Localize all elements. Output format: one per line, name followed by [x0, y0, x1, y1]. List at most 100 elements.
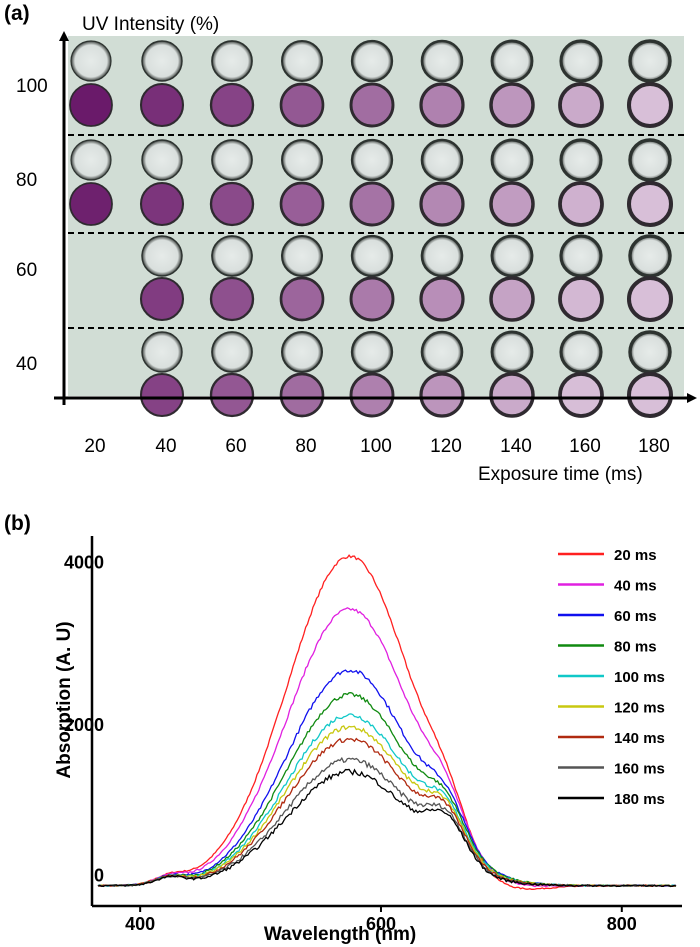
chart-legend: 20 ms 40 ms 60 ms 80 ms 100 ms 120 ms 140 ms 16… — [558, 547, 665, 808]
y-tick-label: 4000 — [64, 552, 104, 572]
intensity-row-labels: 100 80 60 40 — [16, 76, 48, 375]
exposure-label: 100 — [360, 436, 392, 457]
droplet-magenta — [349, 276, 395, 322]
droplet-clear — [280, 330, 324, 374]
legend-label: 180 ms — [614, 791, 665, 808]
exposure-label: 40 — [155, 436, 176, 457]
chart-series-lines — [97, 554, 677, 890]
panel-b: (b) 400 600 800 0 2000 4000 20 ms 40 ms 60 ms 80… — [4, 512, 682, 945]
series-line — [97, 737, 677, 887]
droplet-clear — [420, 39, 464, 83]
x-tick-label: 600 — [366, 914, 396, 934]
droplet-magenta — [489, 82, 535, 128]
exposure-label: 120 — [430, 436, 462, 457]
panel-a-y-axis-title: UV Intensity (%) — [82, 14, 219, 35]
droplet-clear — [420, 138, 464, 182]
series-line — [97, 713, 677, 888]
legend-label: 40 ms — [614, 578, 657, 595]
droplet-magenta — [419, 372, 465, 418]
exposure-column-labels: 20 40 60 80 100 120 140 160 180 — [84, 436, 669, 457]
droplet-clear — [141, 331, 183, 373]
droplet-clear — [628, 138, 672, 182]
droplet-magenta — [139, 372, 185, 418]
panel-a-x-axis-title: Exposure time (ms) — [478, 464, 643, 485]
droplet-magenta — [139, 82, 185, 128]
droplet-magenta — [419, 276, 465, 322]
droplet-clear — [490, 234, 534, 278]
droplet-clear — [350, 234, 394, 278]
droplet-grid — [69, 39, 674, 419]
droplet-clear — [420, 330, 464, 374]
droplet-clear — [420, 234, 464, 278]
droplet-magenta — [349, 82, 395, 128]
droplet-magenta — [139, 276, 185, 322]
droplet-clear — [350, 330, 394, 374]
droplet-magenta — [279, 276, 325, 322]
droplet-clear — [490, 330, 534, 374]
legend-label: 80 ms — [614, 639, 657, 656]
panel-a-label: (a) — [4, 2, 30, 25]
exposure-label: 180 — [638, 436, 670, 457]
droplet-clear — [350, 138, 394, 182]
series-line — [97, 768, 677, 888]
droplet-magenta — [626, 180, 674, 228]
droplet-clear — [70, 40, 112, 82]
droplet-magenta — [626, 371, 674, 419]
legend-label: 20 ms — [614, 547, 657, 564]
droplet-magenta — [209, 181, 255, 227]
droplet-magenta — [558, 82, 604, 128]
legend-label: 120 ms — [614, 700, 665, 717]
droplet-clear — [628, 234, 672, 278]
series-line — [97, 669, 677, 887]
exposure-label: 140 — [500, 436, 532, 457]
series-line — [97, 554, 677, 890]
droplet-magenta — [209, 82, 255, 128]
intensity-label: 60 — [16, 260, 37, 281]
droplet-magenta — [558, 276, 604, 322]
droplet-clear — [628, 39, 672, 83]
droplet-clear — [280, 39, 324, 83]
exposure-label: 80 — [295, 436, 316, 457]
series-line — [97, 607, 677, 888]
exposure-label: 160 — [569, 436, 601, 457]
droplet-clear — [141, 40, 183, 82]
droplet-magenta — [558, 181, 604, 227]
droplet-magenta — [489, 276, 535, 322]
droplet-clear — [211, 40, 253, 82]
legend-label: 60 ms — [614, 608, 657, 625]
droplet-clear — [280, 138, 324, 182]
series-line — [97, 725, 677, 888]
droplet-magenta — [279, 181, 325, 227]
droplet-clear — [141, 235, 183, 277]
droplet-clear — [211, 139, 253, 181]
exposure-label: 60 — [225, 436, 246, 457]
droplet-magenta — [349, 181, 395, 227]
droplet-magenta — [69, 182, 113, 226]
x-tick-label: 800 — [607, 914, 637, 934]
droplet-magenta — [489, 181, 535, 227]
droplet-magenta — [419, 82, 465, 128]
droplet-clear — [70, 139, 112, 181]
series-line — [97, 692, 677, 887]
droplet-magenta — [558, 372, 604, 418]
droplet-clear — [490, 39, 534, 83]
droplet-magenta — [489, 372, 535, 418]
intensity-label: 40 — [16, 354, 37, 375]
chart-ticks: 400 600 800 0 2000 4000 — [64, 552, 637, 934]
y-tick-label: 0 — [94, 866, 104, 886]
droplet-magenta — [279, 372, 325, 418]
droplet-magenta — [69, 83, 113, 127]
legend-label: 100 ms — [614, 669, 665, 686]
droplet-magenta — [209, 276, 255, 322]
droplet-clear — [559, 39, 603, 83]
droplet-clear — [350, 39, 394, 83]
droplet-clear — [211, 235, 253, 277]
intensity-label: 100 — [16, 76, 48, 97]
x-tick-label: 400 — [125, 914, 155, 934]
droplet-clear — [559, 330, 603, 374]
droplet-magenta — [279, 82, 325, 128]
chart-x-axis-title: Wavelength (nm) — [264, 924, 416, 945]
legend-label: 160 ms — [614, 761, 665, 778]
droplet-clear — [141, 139, 183, 181]
